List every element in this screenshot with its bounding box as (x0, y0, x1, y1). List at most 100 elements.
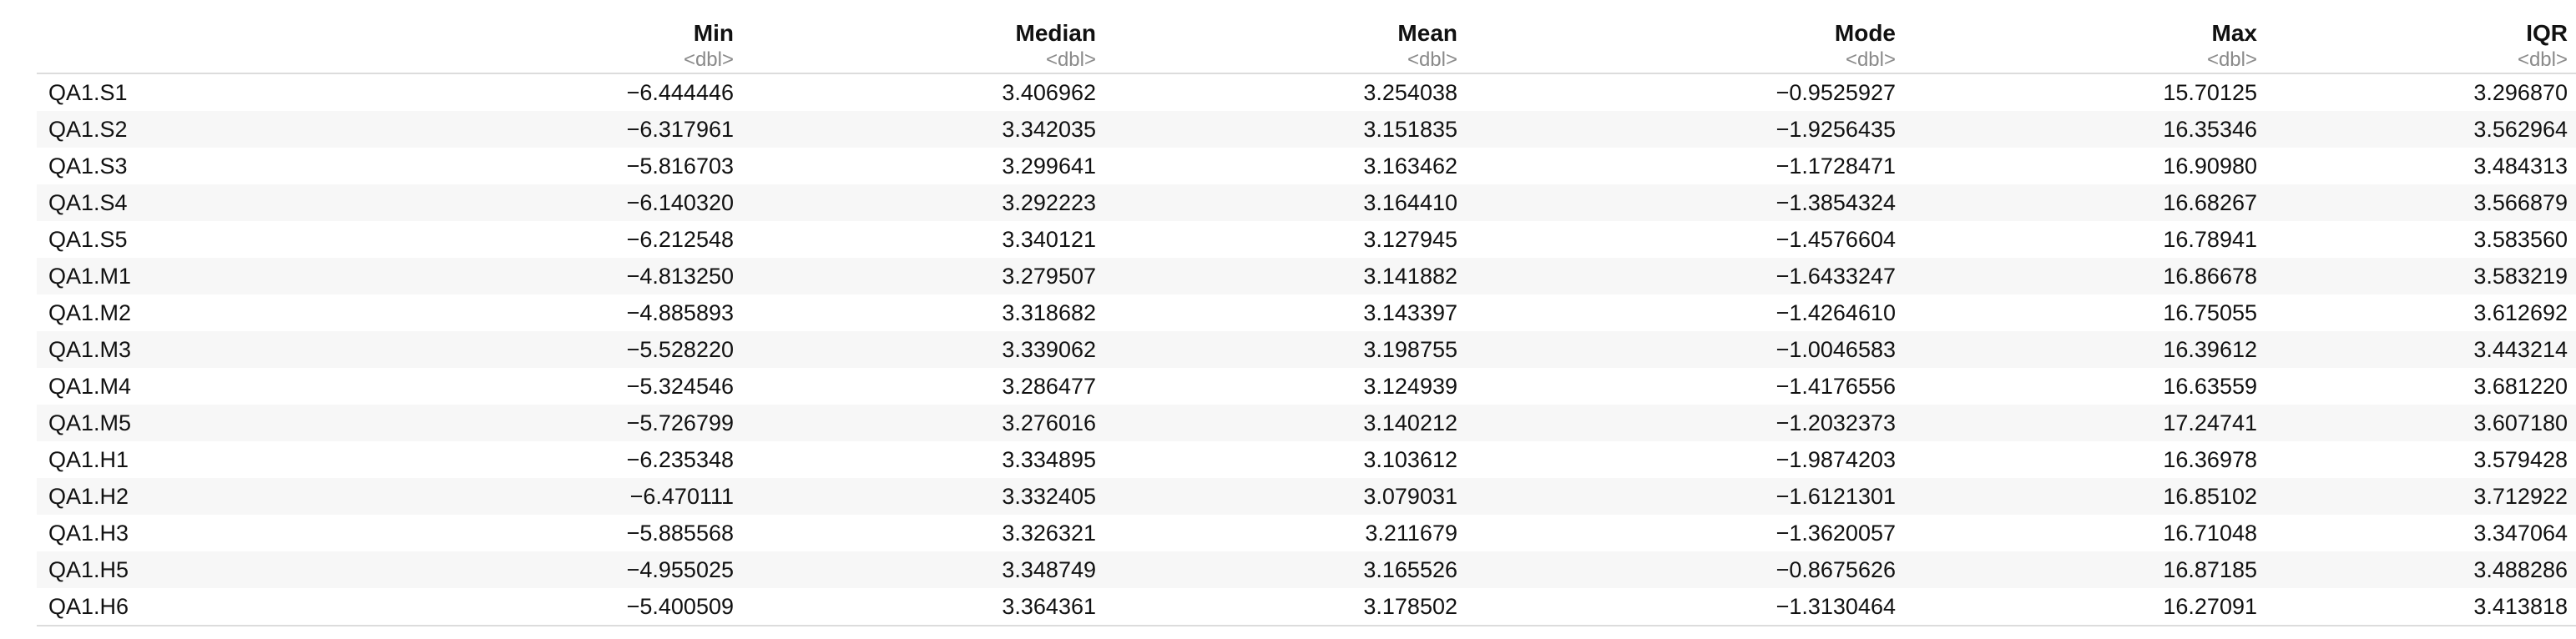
row-name-cell: QA1.H5 (48, 557, 129, 582)
row-name-cell: QA1.M5 (48, 410, 132, 435)
row-name-cell: QA1.S3 (48, 153, 128, 179)
column-header-min[interactable]: Min <dbl> (387, 13, 742, 73)
table-cell: −6.235348 (626, 447, 734, 472)
table-cell: 16.75055 (2163, 300, 2257, 325)
table-cell: −1.4576604 (1775, 227, 1896, 252)
column-header-median[interactable]: Median <dbl> (742, 13, 1104, 73)
table-cell: 3.340121 (1002, 227, 1096, 252)
table-cell: 3.607180 (2473, 410, 2568, 435)
column-header-max[interactable]: Max <dbl> (1904, 13, 2265, 73)
table-cell: 16.90980 (2163, 153, 2257, 179)
summary-table: Min <dbl> Median <dbl> Mean <dbl> Mode <dbl> Max… (37, 13, 2576, 626)
table-cell: 3.583560 (2473, 227, 2568, 252)
table-cell: −5.726799 (626, 410, 734, 435)
table-cell: −1.3854324 (1775, 190, 1896, 215)
table-cell: 3.276016 (1002, 410, 1096, 435)
table-row: QA1.S4 −6.140320 3.292223 3.164410 −1.385432… (37, 184, 2576, 221)
table-row: QA1.H1 −6.235348 3.334895 3.103612 −1.987420… (37, 441, 2576, 478)
table-cell: 3.151835 (1363, 117, 1457, 142)
table-cell: 3.286477 (1002, 374, 1096, 399)
table-cell: −0.9525927 (1775, 80, 1896, 105)
table-cell: −5.324546 (626, 374, 734, 399)
table-cell: 3.342035 (1002, 117, 1096, 142)
table-cell: 16.87185 (2163, 557, 2257, 582)
table-cell: 16.27091 (2163, 594, 2257, 619)
row-name-cell: QA1.M2 (48, 300, 132, 325)
table-cell: 3.318682 (1002, 300, 1096, 325)
table-cell: 16.85102 (2163, 484, 2257, 509)
table-cell: 3.211679 (1365, 521, 1457, 546)
table-cell: 3.164410 (1363, 190, 1457, 215)
table-cell: −5.400509 (626, 594, 734, 619)
row-name-cell: QA1.H2 (48, 484, 129, 509)
table-cell: 3.488286 (2473, 557, 2568, 582)
table-row: QA1.S2 −6.317961 3.342035 3.151835 −1.925643… (37, 111, 2576, 148)
table-cell: 3.140212 (1363, 410, 1457, 435)
table-cell: 3.347064 (2473, 521, 2568, 546)
table-cell: 15.70125 (2163, 80, 2257, 105)
row-name-cell: QA1.H3 (48, 521, 129, 546)
table-cell: 3.348749 (1002, 557, 1096, 582)
row-name-cell: QA1.H1 (48, 447, 129, 472)
column-type: <dbl> (1407, 48, 1457, 71)
row-name-cell: QA1.S2 (48, 117, 128, 142)
column-header-mode[interactable]: Mode <dbl> (1466, 13, 1904, 73)
column-type: <dbl> (2517, 48, 2568, 71)
table-row: QA1.M1 −4.813250 3.279507 3.141882 −1.643324… (37, 258, 2576, 294)
row-name-cell: QA1.S5 (48, 227, 128, 252)
table-cell: −1.4264610 (1775, 300, 1896, 325)
table-cell: 16.36978 (2163, 447, 2257, 472)
column-name: Min (693, 20, 734, 46)
table-row: QA1.S3 −5.816703 3.299641 3.163462 −1.172847… (37, 148, 2576, 184)
table-cell: −1.1728471 (1775, 153, 1896, 179)
table-cell: 3.141882 (1363, 264, 1457, 289)
table-cell: 3.165526 (1363, 557, 1457, 582)
table-cell: 3.296870 (2473, 80, 2568, 105)
table-header: Min <dbl> Median <dbl> Mean <dbl> Mode <dbl> Max… (37, 13, 2576, 73)
table-cell: −1.3620057 (1775, 521, 1896, 546)
table-cell: −5.885568 (626, 521, 734, 546)
table-cell: −6.140320 (626, 190, 734, 215)
column-name: Mean (1397, 20, 1457, 46)
table-cell: 3.612692 (2473, 300, 2568, 325)
table-cell: 16.86678 (2163, 264, 2257, 289)
header-rownames (37, 13, 387, 73)
table-cell: 3.198755 (1363, 337, 1457, 362)
table-cell: 3.299641 (1002, 153, 1096, 179)
column-header-mean[interactable]: Mean <dbl> (1104, 13, 1466, 73)
table-cell: 3.332405 (1002, 484, 1096, 509)
table-cell: 16.68267 (2163, 190, 2257, 215)
table-cell: −5.816703 (626, 153, 734, 179)
table-row: QA1.H5 −4.955025 3.348749 3.165526 −0.867562… (37, 551, 2576, 588)
column-name: Mode (1834, 20, 1896, 46)
table-cell: 3.583219 (2473, 264, 2568, 289)
column-name: Median (1015, 20, 1096, 46)
table-cell: 16.78941 (2163, 227, 2257, 252)
table-cell: 3.712922 (2473, 484, 2568, 509)
table-row: QA1.S5 −6.212548 3.340121 3.127945 −1.457660… (37, 221, 2576, 258)
table-cell: −1.3130464 (1775, 594, 1896, 619)
table-cell: 3.364361 (1002, 594, 1096, 619)
table-cell: −1.6121301 (1775, 484, 1896, 509)
table-cell: −4.885893 (626, 300, 734, 325)
table-cell: 3.443214 (2473, 337, 2568, 362)
table-cell: −1.2032373 (1775, 410, 1896, 435)
table-cell: 3.562964 (2473, 117, 2568, 142)
table-cell: 3.334895 (1002, 447, 1096, 472)
row-name-cell: QA1.M1 (48, 264, 132, 289)
column-header-iqr[interactable]: IQR <dbl> (2265, 13, 2576, 73)
table-cell: −0.8675626 (1775, 557, 1896, 582)
table-cell: −1.4176556 (1775, 374, 1896, 399)
table-cell: −6.317961 (626, 117, 734, 142)
table-cell: 3.279507 (1002, 264, 1096, 289)
table-cell: 3.292223 (1002, 190, 1096, 215)
table-cell: 3.681220 (2473, 374, 2568, 399)
table-row: QA1.M4 −5.324546 3.286477 3.124939 −1.417655… (37, 368, 2576, 405)
table-cell: 3.566879 (2473, 190, 2568, 215)
table-body: QA1.S1 −6.444446 3.406962 3.254038 −0.952592… (37, 73, 2576, 626)
row-name-cell: QA1.S1 (48, 80, 128, 105)
data-frame-viewer: Min <dbl> Median <dbl> Mean <dbl> Mode <dbl> Max… (37, 13, 2576, 626)
table-row: QA1.H2 −6.470111 3.332405 3.079031 −1.612130… (37, 478, 2576, 515)
table-row: QA1.H6 −5.400509 3.364361 3.178502 −1.313046… (37, 588, 2576, 626)
table-cell: −4.955025 (626, 557, 734, 582)
